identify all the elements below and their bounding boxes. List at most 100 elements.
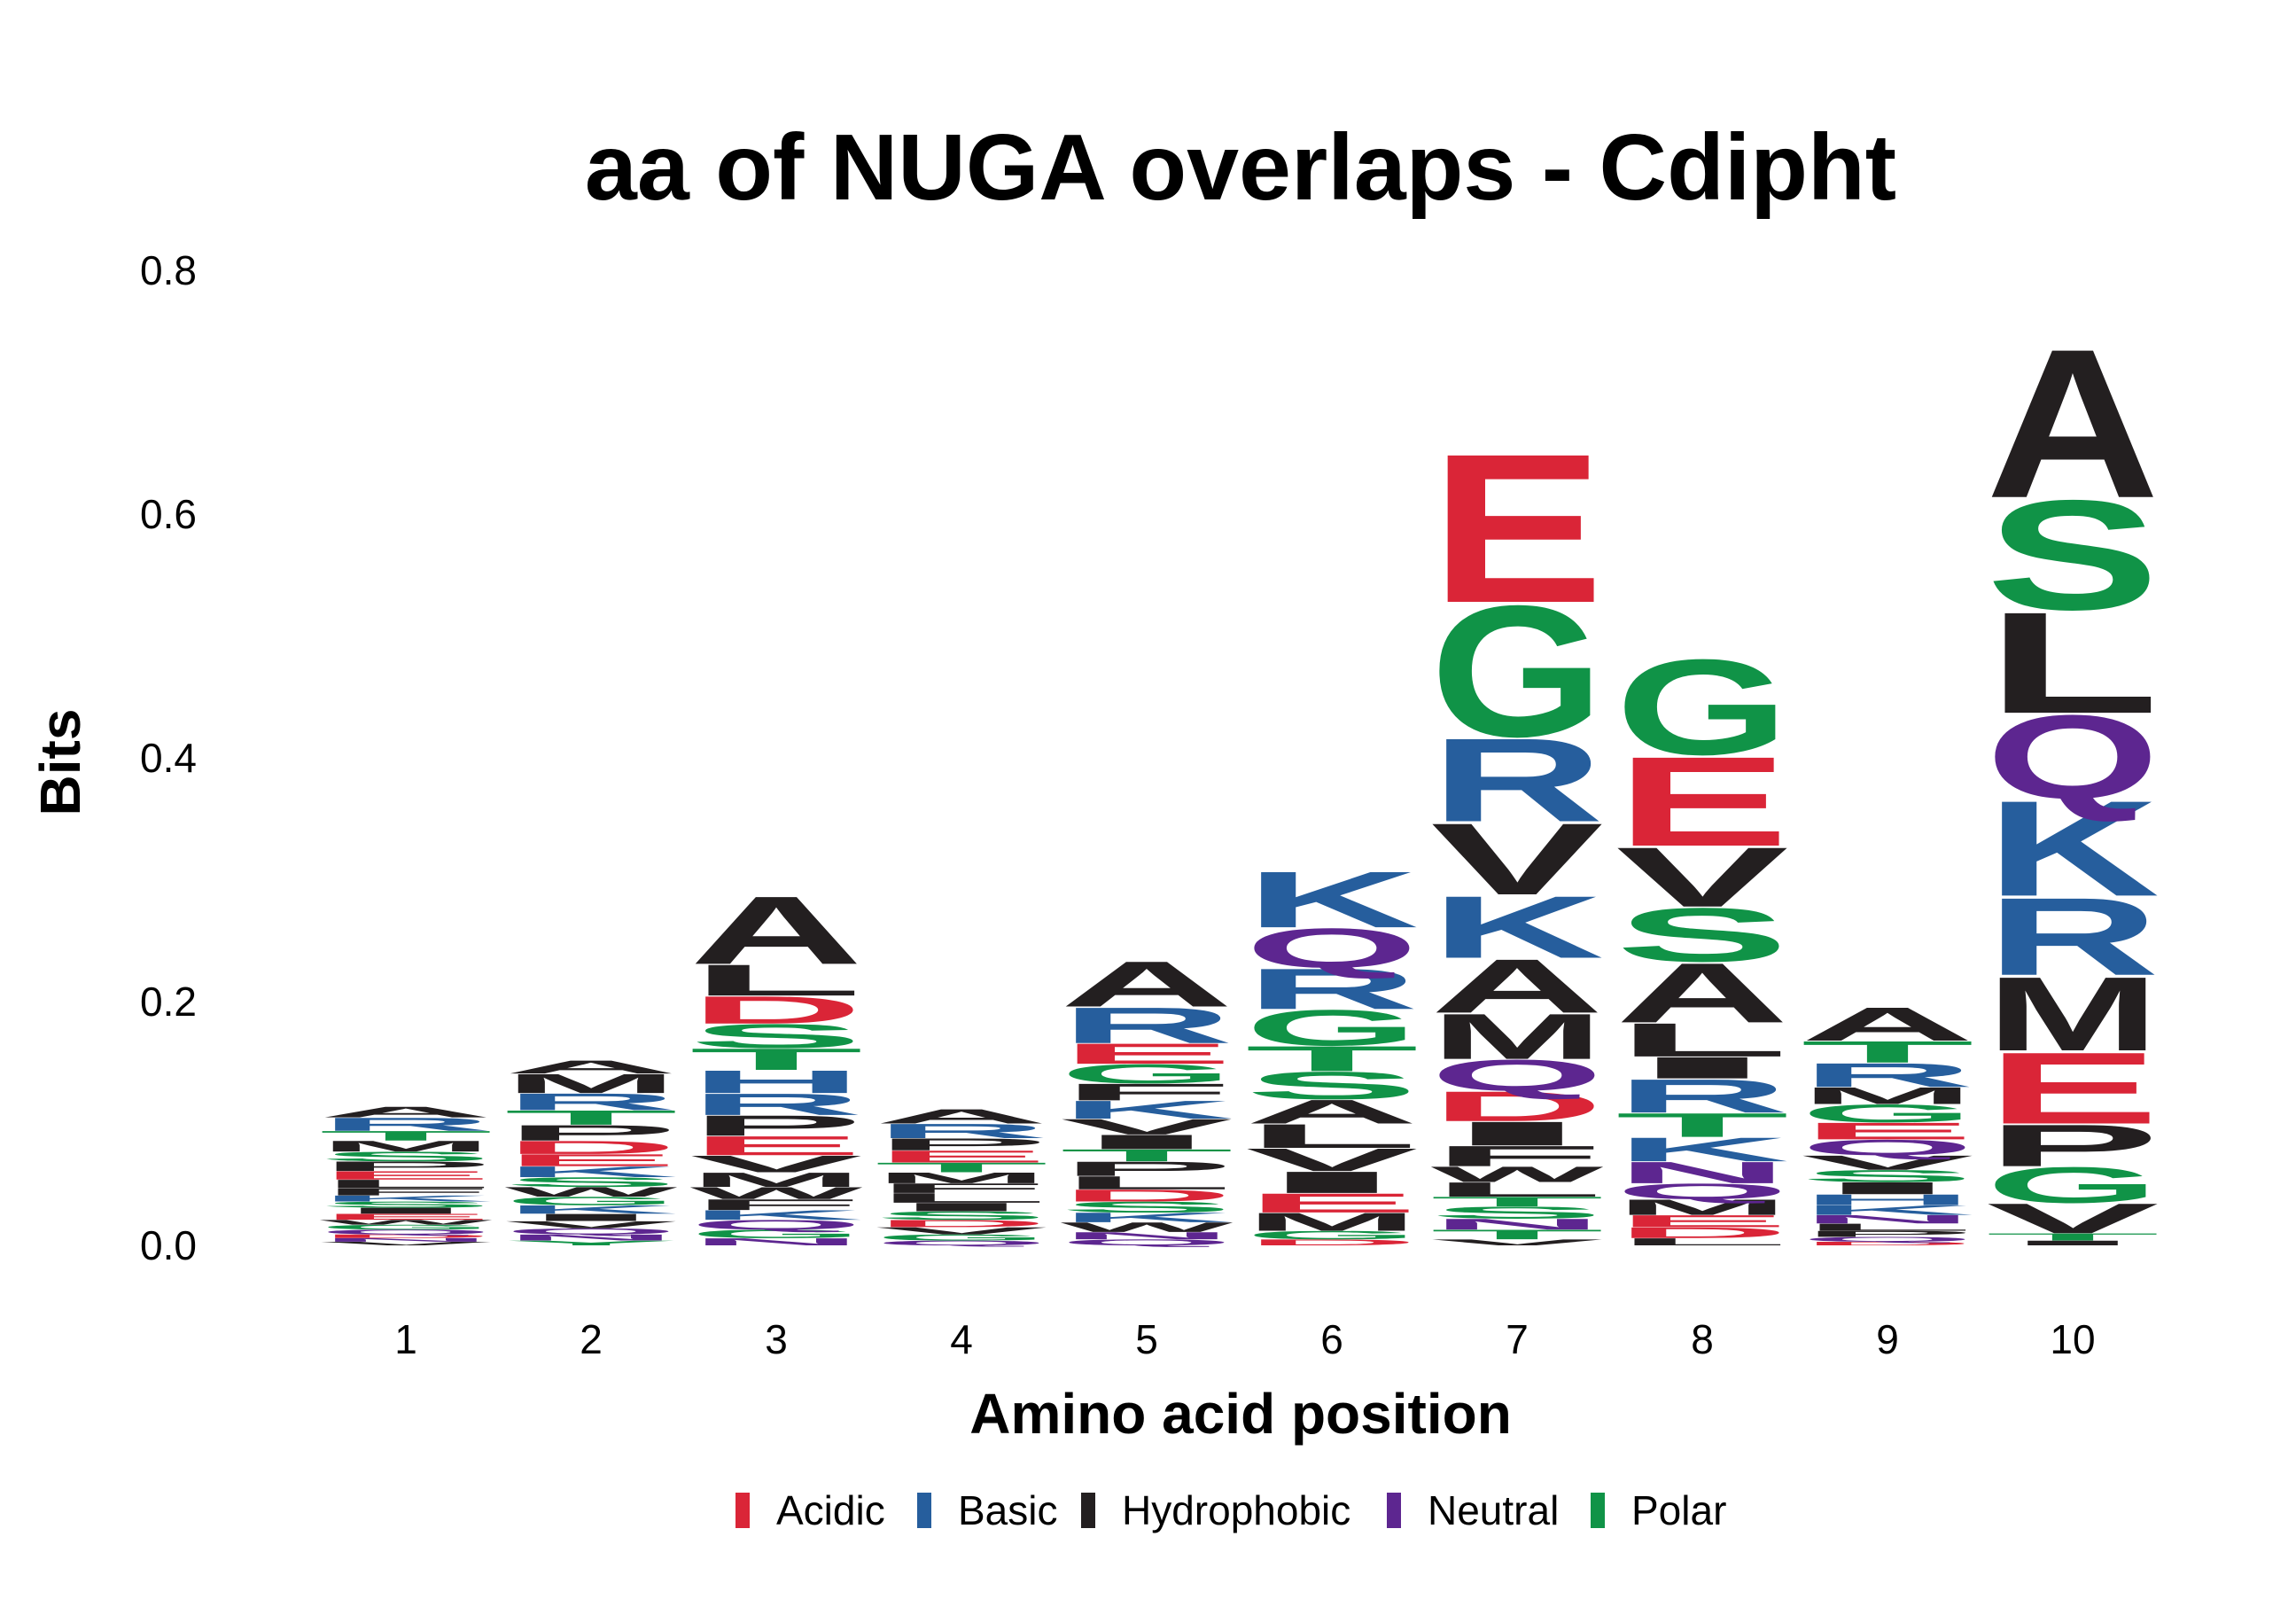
residue-letter: L (1245, 1117, 1419, 1155)
residue-letter: Y (504, 1239, 678, 1247)
residue-letter: V (504, 1219, 677, 1230)
residue-letter: S (1615, 892, 1789, 978)
residue-letter: E (319, 1169, 493, 1182)
residue-letter: E (1430, 410, 1604, 647)
residue-letter: I (504, 1212, 678, 1223)
residue-letter: S (504, 1174, 678, 1190)
residue-letter: Q (875, 1239, 1048, 1247)
residue-letter: I (1801, 1179, 1974, 1197)
residue-letter: D (1430, 1083, 1604, 1130)
residue-letter: P (1801, 1229, 1974, 1239)
y-tick-label: 0.4 (140, 735, 197, 781)
x-axis-label: Amino acid position (969, 1382, 1512, 1446)
residue-letter: I (875, 1200, 1048, 1213)
residue-letter: K (1060, 1210, 1234, 1225)
residue-letter: T (1615, 1106, 1789, 1144)
residue-letter: L (1615, 1236, 1789, 1248)
legend-swatch (1591, 1493, 1605, 1528)
y-axis-label: Bits (28, 709, 92, 816)
residue-letter: M (689, 1168, 863, 1191)
residue-letter: Q (1245, 916, 1419, 979)
residue-letter: N (689, 1236, 863, 1248)
residue-letter: T (1430, 1227, 1604, 1242)
residue-letter: R (689, 1088, 863, 1122)
residue-letter: A (689, 876, 863, 984)
residue-letter: E (319, 1212, 493, 1221)
residue-letter: D (1245, 1237, 1419, 1247)
x-tick-label: 3 (765, 1316, 788, 1362)
residue-letter: R (319, 1114, 493, 1135)
residue-letter: P (319, 1158, 493, 1174)
residue-letter: K (1615, 1131, 1789, 1169)
residue-letter: G (1615, 631, 1789, 784)
y-tick-label: 0.2 (140, 979, 197, 1025)
residue-letter: D (875, 1218, 1048, 1229)
residue-letter: A (1801, 998, 1974, 1051)
residue-letter: F (689, 1197, 863, 1213)
residue-letter: A (1986, 305, 2160, 542)
residue-letter: M (504, 1068, 678, 1098)
x-tick-label: 1 (394, 1316, 417, 1362)
residue-letter: V (319, 1241, 492, 1246)
residue-letter: S (1245, 1064, 1419, 1107)
residue-letter: S (1801, 1166, 1974, 1185)
residue-letter: E (1615, 1212, 1789, 1230)
residue-letter: L (689, 956, 863, 1005)
x-tick-label: 8 (1691, 1316, 1714, 1362)
residue-letter: R (875, 1119, 1048, 1143)
residue-letter: K (1986, 772, 2160, 924)
residue-letter: V (1245, 1142, 1418, 1178)
chart-title: aa of NUGA overlaps - Cdipht (585, 115, 1896, 220)
residue-letter: T (1245, 1039, 1419, 1079)
residue-letter: I (1430, 1114, 1604, 1152)
y-tick-label: 0.8 (140, 247, 197, 293)
residue-letter: T (1060, 1146, 1234, 1165)
residue-letter: N (1060, 1230, 1234, 1242)
residue-letter: L (319, 1177, 493, 1190)
residue-letter: V (1060, 1114, 1233, 1139)
residue-letter: L (1430, 1178, 1604, 1201)
residue-letter: R (1430, 714, 1604, 846)
residue-letter: M (1245, 1207, 1419, 1236)
residue-letter: F (1430, 1140, 1604, 1172)
x-tick-label: 10 (2050, 1316, 2095, 1362)
residue-letter: N (504, 1233, 678, 1243)
residue-letter: E (1245, 1188, 1419, 1218)
residue-letter: A (504, 1057, 678, 1078)
legend: Acidic Basic Hydrophobic Neutral Polar (735, 1487, 1726, 1533)
residue-letter: S (319, 1149, 493, 1164)
residue-letter: P (504, 1120, 678, 1145)
residue-letter: W (1061, 1220, 1234, 1235)
residue-letter: M (1986, 955, 2160, 1072)
residue-letter: R (1986, 875, 2160, 998)
residue-letter: S (875, 1209, 1048, 1222)
residue-letter: I (1060, 1130, 1234, 1153)
residue-letter: G (689, 1228, 863, 1241)
x-tick-label: 6 (1320, 1316, 1343, 1362)
residue-letter: Q (319, 1228, 493, 1236)
residue-letter: G (319, 1223, 493, 1231)
residue-letter: Q (1060, 1237, 1234, 1247)
residue-letter: I (1245, 1166, 1419, 1200)
residue-letter: G (1430, 567, 1604, 776)
residue-letter: D (1801, 1241, 1974, 1246)
residue-letter: G (1245, 1228, 1419, 1242)
residue-letter: S (1986, 468, 2160, 643)
x-tick-label: 7 (1506, 1316, 1529, 1362)
residue-letter: P (1986, 1112, 2160, 1179)
residue-letter: G (1060, 1059, 1234, 1089)
legend-label: Neutral (1428, 1487, 1559, 1533)
residue-letter: N (1801, 1213, 1974, 1226)
residue-letter: R (504, 1088, 678, 1115)
residue-letter: D (504, 1137, 678, 1158)
residue-letter: N (319, 1237, 493, 1243)
residue-letter: A (319, 1104, 493, 1120)
residue-letter: T (875, 1160, 1048, 1175)
